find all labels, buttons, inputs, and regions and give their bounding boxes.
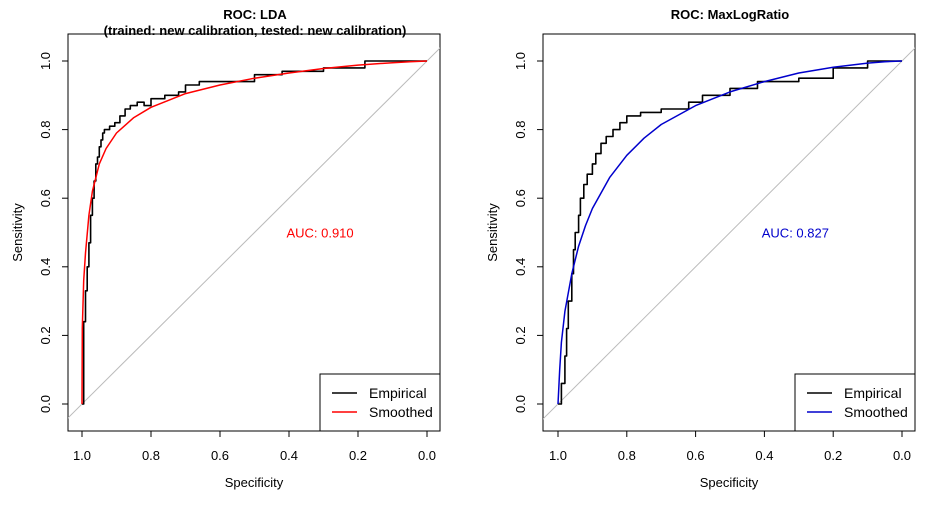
y-tick-label: 0.6 [38, 189, 53, 207]
y-axis-label: Sensitivity [485, 203, 500, 262]
chance-diagonal [543, 47, 915, 420]
y-tick-label: 1.0 [513, 52, 528, 70]
x-tick-label: 0.2 [349, 448, 367, 463]
series-empirical-line [558, 60, 902, 405]
y-tick-label: 0.2 [513, 326, 528, 344]
legend: Empirical Smoothed [319, 373, 441, 432]
x-tick-label: 0.4 [755, 448, 773, 463]
y-tick-label: 0.8 [38, 121, 53, 139]
chart-title: ROC: LDA [223, 7, 287, 22]
y-tick-label: 0.0 [38, 395, 53, 413]
series-smoothed-line [557, 60, 903, 405]
legend-box [319, 373, 441, 432]
plot-frame [542, 33, 916, 432]
x-tick-label: 0.8 [618, 448, 636, 463]
x-tick-label: 0.0 [893, 448, 911, 463]
x-tick-label: 0.6 [211, 448, 229, 463]
series-smoothed-line [81, 60, 428, 405]
x-tick-label: 1.0 [549, 448, 567, 463]
series-empirical-line [82, 60, 427, 405]
legend-label-smoothed: Smoothed [844, 404, 908, 420]
legend-box [794, 373, 916, 432]
x-tick-label: 0.2 [824, 448, 842, 463]
roc-panel-2: ROC: MaxLogRatio 1.0 0.8 0.6 0.4 0.2 0.0 0.0 0.2… [485, 7, 916, 490]
chart-subtitle: (trained: new calibration, tested: new c… [104, 23, 407, 38]
x-tick-label: 0.0 [418, 448, 436, 463]
y-tick-label: 0.4 [513, 258, 528, 276]
x-tick-label: 0.4 [280, 448, 298, 463]
chance-diagonal [68, 47, 440, 419]
y-axis-label: Sensitivity [10, 203, 25, 262]
y-tick-label: 1.0 [38, 52, 53, 70]
chart-title: ROC: MaxLogRatio [671, 7, 790, 22]
x-tick-label: 0.8 [142, 448, 160, 463]
y-tick-label: 0.6 [513, 189, 528, 207]
legend-label-empirical: Empirical [844, 385, 902, 401]
y-tick-label: 0.0 [513, 395, 528, 413]
roc-panel-1: ROC: LDA(trained: new calibration, teste… [10, 7, 441, 490]
y-tick-label: 0.4 [38, 258, 53, 276]
y-tick-label: 0.8 [513, 121, 528, 139]
legend-label-smoothed: Smoothed [369, 404, 433, 420]
auc-label: AUC: 0.827 [762, 226, 829, 241]
legend-label-empirical: Empirical [369, 385, 427, 401]
legend: Empirical Smoothed [794, 373, 916, 432]
x-axis-label: Specificity [225, 475, 284, 490]
x-tick-label: 1.0 [73, 448, 91, 463]
x-axis-label: Specificity [700, 475, 759, 490]
y-tick-label: 0.2 [38, 326, 53, 344]
auc-label: AUC: 0.910 [286, 226, 353, 241]
x-tick-label: 0.6 [687, 448, 705, 463]
plot-frame [67, 33, 441, 432]
